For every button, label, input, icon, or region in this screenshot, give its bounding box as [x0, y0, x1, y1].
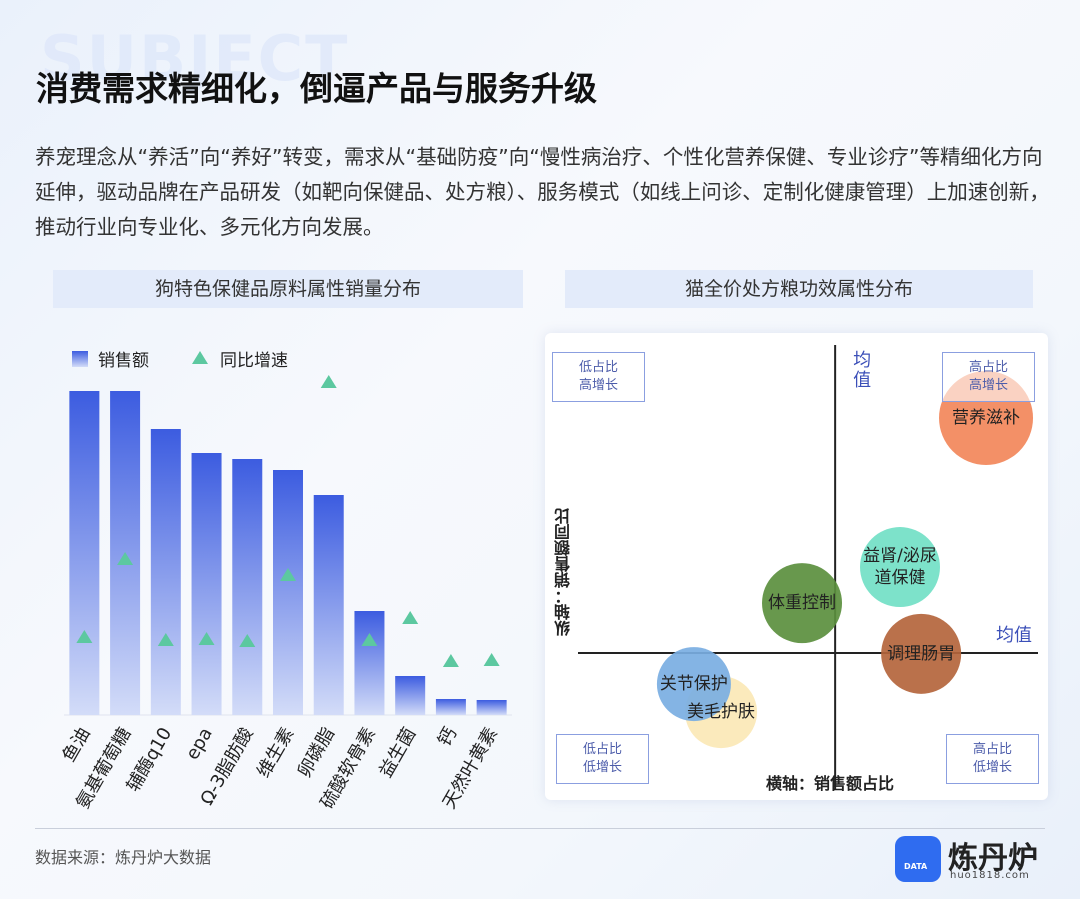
- x-tick-label: 维生素: [253, 724, 298, 781]
- bubble-label: 益肾/泌尿 道保健: [863, 546, 937, 589]
- growth-marker: [442, 654, 459, 667]
- bar: [435, 699, 466, 715]
- bar: [69, 391, 100, 715]
- x-tick-label: 卵磷脂: [294, 724, 339, 781]
- growth-marker: [117, 552, 134, 565]
- bar: [273, 470, 303, 715]
- legend-label: 销售额: [98, 351, 149, 371]
- logo-icon: DATA: [895, 836, 941, 882]
- x-tick-label: 钙: [434, 724, 461, 750]
- axis-label: 纵轴：销售额同比: [554, 508, 573, 636]
- page-title: 消费需求精细化，倒逼产品与服务升级: [36, 69, 597, 108]
- growth-marker: [320, 375, 337, 388]
- mean-label: 均值: [996, 624, 1032, 646]
- bubble-label: 营养滋补: [952, 407, 1021, 428]
- bubble: [656, 647, 731, 722]
- bar: [354, 611, 385, 715]
- bar: [191, 453, 222, 715]
- mean-label: 均值: [850, 350, 872, 390]
- x-tick-label: 鱼油: [59, 724, 95, 766]
- growth-marker: [239, 634, 256, 647]
- growth-marker: [402, 611, 419, 624]
- quadrant-label: 高占比 低增长: [946, 734, 1039, 784]
- bubble: [860, 527, 940, 608]
- divider: [35, 828, 1045, 829]
- bubble: [762, 563, 843, 644]
- growth-marker: [157, 633, 174, 646]
- bar: [232, 459, 263, 715]
- bubble-label: 调理肠胃: [887, 643, 956, 664]
- bar: [476, 700, 507, 715]
- section-title: 狗特色保健品原料属性销量分布: [53, 270, 523, 308]
- axis-label: 横轴：销售额占比: [766, 774, 895, 793]
- growth-marker: [198, 632, 215, 645]
- bubble-label: 体重控制: [768, 593, 837, 614]
- bar: [150, 429, 181, 715]
- bar: [313, 495, 344, 715]
- watermark: SUBJECT: [40, 22, 350, 95]
- logo-name: 炼丹炉: [948, 841, 1038, 876]
- intro-text: 养宠理念从“养活”向“养好”转变，需求从“基础防疫”向“慢性病治疗、个性化营养保…: [35, 145, 1050, 239]
- legend-label: 同比增速: [220, 351, 288, 371]
- quadrant-label: 低占比 高增长: [552, 352, 645, 402]
- growth-marker: [361, 633, 378, 646]
- growth-marker: [483, 653, 500, 666]
- quadrant-label: 低占比 低增长: [556, 734, 649, 784]
- section-title: 猫全价处方粮功效属性分布: [565, 270, 1033, 308]
- growth-marker: [280, 568, 296, 581]
- legend-swatch: [192, 351, 208, 364]
- growth-marker: [76, 630, 93, 643]
- logo-icon-text: DATA: [904, 862, 928, 871]
- bar: [395, 676, 426, 715]
- x-tick-label: epa: [182, 724, 217, 764]
- bubble-label: 关节保护: [659, 674, 728, 695]
- bubble-label: 美毛护肤: [687, 702, 756, 723]
- quadrant-label: 高占比 高增长: [942, 352, 1035, 402]
- source-note: 数据来源：炼丹炉大数据: [35, 848, 212, 867]
- x-tick-label: 益生菌: [375, 724, 420, 781]
- legend-swatch: [72, 351, 88, 367]
- bubble: [881, 613, 962, 694]
- logo-url: huo1818.com: [950, 870, 1030, 881]
